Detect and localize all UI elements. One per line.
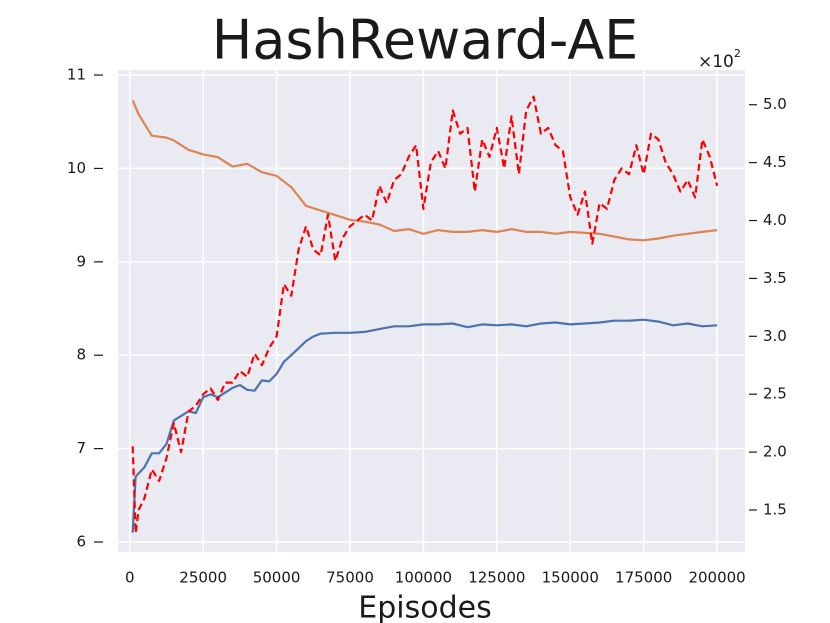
- y-tick-label: 6: [76, 533, 86, 551]
- y2-tick-label: 5.0: [763, 95, 787, 113]
- y-tick-label: 8: [76, 346, 86, 364]
- y-tick-label: 7: [76, 439, 86, 457]
- y-tick-label: 11: [67, 66, 86, 84]
- y2-offset-base: ×10: [698, 52, 734, 72]
- x-tick-label: 100000: [395, 569, 452, 587]
- y2-tick-label: 4.0: [763, 211, 787, 229]
- series-line: [131, 99, 718, 242]
- y2-tick-label: 1.5: [763, 500, 787, 518]
- y2-tick-label: 2.0: [763, 443, 787, 461]
- x-axis-label: Episodes: [358, 591, 491, 623]
- x-tick-label: 75000: [326, 569, 374, 587]
- y-tick-label: 10: [67, 159, 86, 177]
- x-tick-label: 125000: [468, 569, 525, 587]
- x-tick-label: 50000: [253, 569, 301, 587]
- y2-tick-label: 3.0: [763, 327, 787, 345]
- x-tick-label: 175000: [615, 569, 672, 587]
- y2-tick-label: 2.5: [763, 385, 787, 403]
- lines: [131, 95, 719, 535]
- y-tick-label: 9: [76, 252, 86, 270]
- x-tick-label: 200000: [688, 569, 745, 587]
- series-line: [131, 318, 718, 533]
- grid: [118, 70, 745, 552]
- x-tick-label: 25000: [179, 569, 227, 587]
- chart-title: HashReward-AE: [212, 9, 639, 72]
- x-tick-label: 150000: [542, 569, 599, 587]
- y2-offset-exponent: 2: [734, 47, 741, 60]
- plot-area: [118, 70, 745, 552]
- y2-tick-label: 4.5: [763, 153, 787, 171]
- y2-tick-label: 3.5: [763, 269, 787, 287]
- x-tick-label: 0: [125, 569, 135, 587]
- y2-offset: ×102: [698, 47, 741, 72]
- series-line: [131, 95, 719, 535]
